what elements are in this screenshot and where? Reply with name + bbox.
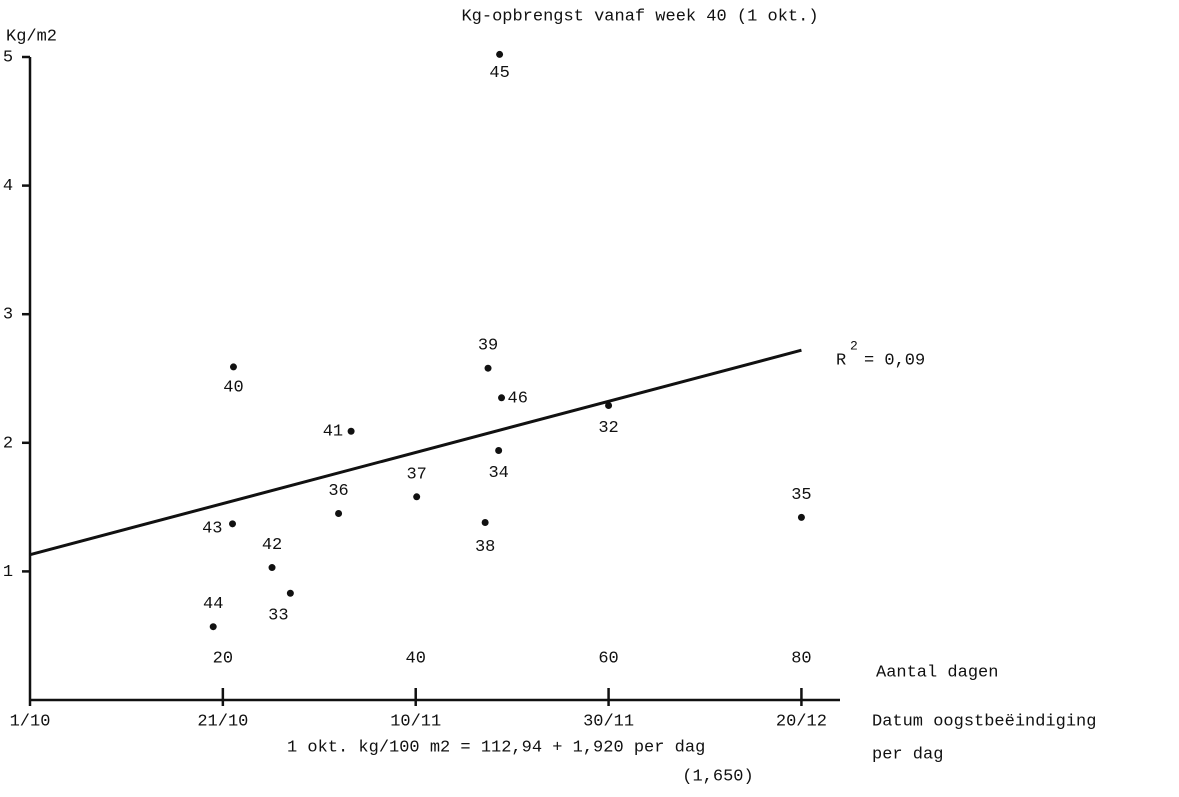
point [347, 427, 355, 435]
x-axis-label: Aantal dagen [876, 663, 998, 682]
point-label: 36 [328, 482, 348, 501]
x2-tick-label: 1/10 [10, 712, 51, 731]
y-tick-label: 2 [3, 434, 13, 453]
point [286, 589, 294, 597]
point [484, 364, 492, 372]
point [268, 564, 276, 572]
x2-tick-label: 21/10 [197, 712, 248, 731]
point-label: 44 [203, 595, 223, 614]
point [498, 394, 506, 402]
equation: 1 okt. kg/100 m2 = 112,94 + 1,920 per da… [287, 738, 705, 757]
y-axis-label: Kg/m2 [6, 27, 57, 46]
r-squared-base: R [836, 351, 846, 370]
x-tick-label: 20 [213, 649, 233, 668]
point-label: 45 [489, 64, 509, 83]
x2-axis-label: Datum oogstbeëindiging [872, 712, 1096, 731]
x-tick-label: 40 [406, 649, 426, 668]
y-tick-label: 3 [3, 306, 13, 325]
point-label: 42 [262, 536, 282, 555]
x2-tick-label: 30/11 [583, 712, 634, 731]
point-label: 43 [202, 519, 222, 538]
point-label: 39 [478, 337, 498, 356]
trend-line [29, 348, 802, 557]
r-squared: R 2 = 0,09 [836, 338, 925, 370]
point-label: 41 [323, 423, 343, 442]
x-tick-label: 60 [598, 649, 618, 668]
x-tick-label: 80 [791, 649, 811, 668]
point [229, 363, 237, 371]
point [481, 519, 489, 527]
point [495, 447, 503, 455]
y-tick-label: 1 [3, 563, 13, 582]
r-squared-sup: 2 [850, 338, 858, 353]
equation-note: (1,650) [682, 767, 753, 786]
point-label: 46 [508, 389, 528, 408]
point-label: 33 [268, 607, 288, 626]
point-label: 37 [406, 465, 426, 484]
point [797, 513, 805, 521]
point [605, 402, 613, 410]
y-tick-label: 5 [3, 48, 13, 67]
x2-tick-label: 10/11 [390, 712, 441, 731]
y-tick-label: 4 [3, 177, 13, 196]
point [209, 623, 217, 631]
point-label: 40 [223, 378, 243, 397]
point [335, 510, 343, 518]
point-label: 32 [598, 419, 618, 438]
r-squared-rest: = 0,09 [864, 351, 925, 370]
point-label: 34 [488, 464, 508, 483]
chart-title: Kg-opbrengst vanaf week 40 (1 okt.) [461, 7, 818, 26]
x2-tick-label: 20/12 [776, 712, 827, 731]
point [496, 50, 504, 58]
point [413, 493, 421, 501]
point [229, 520, 236, 528]
x2-axis-label: per dag [872, 745, 943, 764]
point-label: 38 [475, 538, 495, 557]
point-label: 35 [791, 486, 811, 505]
